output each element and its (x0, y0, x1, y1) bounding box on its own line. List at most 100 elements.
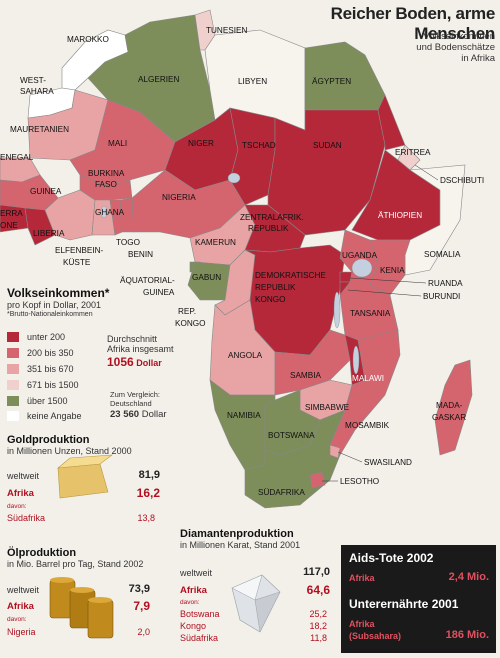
gold-sa-label: Südafrika (7, 513, 46, 523)
legend-section: Volkseinkommen* pro Kopf in Dollar, 2001… (7, 286, 187, 320)
country-sudan (267, 109, 386, 236)
label-tunesien: TUNESIEN (206, 26, 247, 35)
label-botswana: BOTSWANA (268, 431, 315, 440)
leader-burundi (347, 289, 422, 297)
label-tschad: TSCHAD (242, 141, 276, 150)
label-gabun: GABUN (192, 273, 221, 282)
label-drkongo-2: REPUBLIK (255, 283, 296, 292)
country-burkinafaso (79, 174, 133, 201)
legend-note: *Brutto-Nationaleinkommen (7, 311, 93, 318)
country-liberia (24, 207, 56, 246)
oil-africa-label: Afrika (7, 601, 34, 612)
oil-barrels-icon (49, 577, 114, 639)
legend-sub: pro Kopf in Dollar, 2001 (7, 300, 102, 310)
country-swasiland (329, 444, 341, 459)
label-drkongo-1: DEMOKRATISCHE (255, 271, 326, 280)
label-madagaskar-2: GASKAR (432, 413, 466, 422)
label-aegypten: ÄGYPTEN (312, 76, 351, 86)
subtitle-line-1: Volkseinkommen (423, 31, 495, 42)
gold-sa-value: 13,8 (137, 513, 155, 523)
diamond-bw-value: 25,2 (309, 609, 327, 619)
gold-sub: in Millionen Unzen, Stand 2000 (7, 446, 132, 456)
legend-label: 351 bis 670 (27, 364, 74, 374)
lake-tanganyika (333, 291, 341, 329)
legend-swatch (7, 364, 19, 374)
country-eritrea (377, 94, 406, 151)
label-aethiopien: ÄTHIOPIEN (378, 210, 422, 220)
gold-bar-top (57, 454, 113, 469)
cmp-block: Zum Vergleich: Deutschland 23 560 Dollar (110, 390, 167, 419)
oil-section: Ölproduktion in Mio. Barrel pro Tag, Sta… (7, 547, 207, 569)
country-tschad (229, 107, 276, 206)
oil-davon: davon: (7, 616, 27, 623)
label-somalia: SOMALIA (424, 250, 461, 259)
legend-item-1: unter 200 (7, 331, 65, 343)
label-uganda: UGANDA (342, 251, 378, 260)
oil-world-label: weltweit (7, 585, 40, 595)
label-libyen: LIBYEN (238, 77, 267, 86)
oil-ng-label: Nigeria (7, 627, 36, 637)
legend-label: über 1500 (27, 396, 68, 406)
label-senegal: ENEGAL (0, 153, 34, 162)
diamond-icon (231, 574, 281, 633)
label-eritrea: ERITREA (395, 148, 431, 157)
label-mosambik: MOSAMBIK (345, 421, 390, 430)
gold-world-label: weltweit (7, 471, 40, 481)
avg-value: 1056 (107, 355, 134, 369)
page-title: Reicher Boden, arme Menschen (330, 4, 496, 43)
cmp-unit: Dollar (141, 409, 167, 420)
label-aequatorial-1: ÄQUATORIAL- (120, 275, 175, 285)
label-sierra-1: ERRA (0, 209, 23, 218)
label-aequatorial-2: GUINEA (143, 288, 175, 297)
label-zentralafrik-2: REPUBLIK (248, 224, 289, 233)
label-kamerun: KAMERUN (195, 238, 236, 247)
aids-africa-label: Afrika (349, 573, 375, 583)
label-burkina-1: BURKINA (88, 169, 125, 178)
legend-swatch (7, 380, 19, 390)
label-repkongo-1: REP. (178, 307, 196, 316)
diamond-heading: Diamantenproduktion (180, 528, 294, 540)
label-mali: MALI (108, 139, 127, 148)
country-gabun (187, 261, 231, 301)
legend-label: 200 bis 350 (27, 348, 74, 358)
legend-swatch (7, 348, 19, 358)
avg-block: Durchschnitt Afrika insgesamt 1056 Dolla… (107, 334, 174, 368)
gold-section: Goldproduktion in Millionen Unzen, Stand… (7, 434, 207, 456)
label-namibia: NAMIBIA (227, 411, 261, 420)
lake-volta (100, 205, 108, 219)
label-suedafrika: SÜDAFRIKA (258, 487, 305, 497)
label-mauretanien: MAURETANIEN (10, 125, 69, 134)
diamond-bw-label: Botswana (180, 609, 220, 619)
label-marokko: MAROKKO (67, 35, 109, 44)
cmp-value: 23 560 (110, 409, 140, 420)
diamond-africa-label: Afrika (180, 585, 207, 596)
label-malawi: MALAWI (352, 374, 384, 383)
subtitle-line-2: und Bodenschätze (416, 42, 495, 53)
label-simbabwe: SIMBABWE (305, 403, 350, 412)
label-elfenbein-2: KÜSTE (63, 257, 91, 267)
oil-world-value: 73,9 (128, 583, 150, 595)
diamond-sub: in Millionen Karat, Stand 2001 (180, 540, 301, 550)
leader-swasiland (337, 451, 363, 463)
lake-chad (227, 172, 241, 184)
subtitle-line-3: in Afrika (461, 53, 495, 64)
label-angola: ANGOLA (228, 351, 263, 360)
label-burkina-2: FASO (95, 180, 117, 189)
label-lesotho: LESOTHO (340, 477, 379, 486)
avg-unit: Dollar (136, 358, 162, 368)
label-tansania: TANSANIA (350, 309, 391, 318)
legend-label: keine Angabe (27, 411, 82, 421)
label-sudan: SUDAN (313, 141, 342, 150)
legend-item-2: 200 bis 350 (7, 347, 74, 359)
aids-heading: Aids-Tote 2002 (349, 551, 434, 565)
lake-malawi (352, 345, 360, 375)
aids-hunger-box: Aids-Tote 2002 Afrika 2,4 Mio. Unterernä… (341, 545, 496, 653)
label-algerien: ALGERIEN (138, 75, 179, 84)
label-zentralafrik-1: ZENTRALAFRIK. (240, 213, 304, 222)
label-niger: NIGER (188, 139, 214, 148)
legend-swatch (7, 396, 19, 406)
label-guinea: GUINEA (30, 187, 62, 196)
gold-africa-label: Afrika (7, 488, 34, 499)
label-kenia: KENIA (380, 266, 405, 275)
leader-ruanda (349, 277, 427, 284)
